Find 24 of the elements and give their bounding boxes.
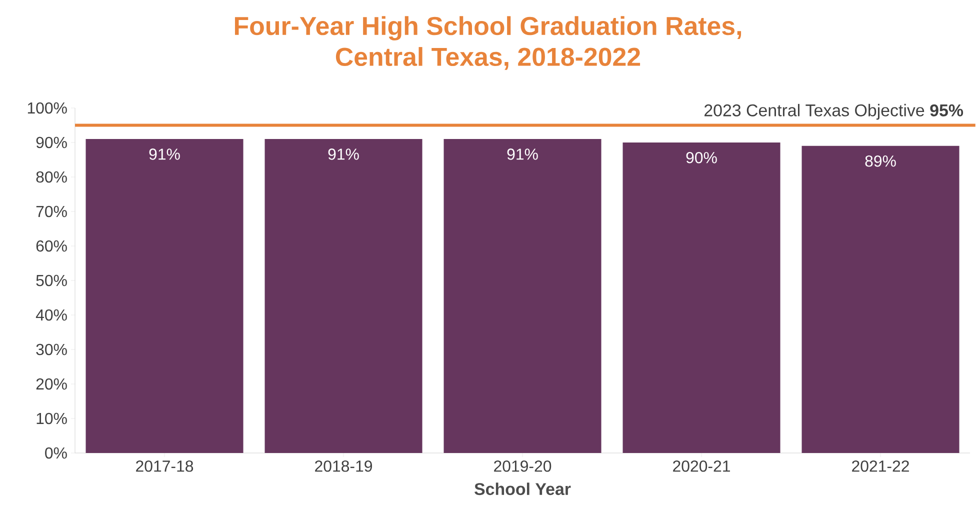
- x-tick-label: 2020-21: [673, 460, 730, 472]
- chart-title: Four-Year High School Graduation Rates, Central Texas, 2018-2022: [234, 16, 742, 70]
- y-tick-label: 70%: [36, 206, 67, 218]
- data-label: 91%: [507, 148, 538, 160]
- ref-line-label: 2023 Central Texas Objective 95%: [704, 104, 964, 120]
- y-tick-label: 30%: [36, 344, 67, 356]
- data-label: 89%: [865, 155, 896, 167]
- x-tick-label: 2018-19: [315, 460, 372, 472]
- y-tick-label: 50%: [36, 274, 67, 286]
- y-tick-label: 80%: [36, 171, 67, 183]
- y-tick-label: 100%: [28, 102, 67, 114]
- data-label: 91%: [328, 148, 359, 160]
- y-tick-label: 0%: [45, 447, 67, 459]
- y-tick-label: 90%: [36, 136, 67, 148]
- data-label: 90%: [686, 152, 717, 164]
- y-tick-label: 60%: [36, 240, 67, 252]
- x-axis-title: School Year: [474, 482, 571, 496]
- y-tick-label: 10%: [36, 412, 67, 424]
- y-tick-label: 40%: [36, 309, 67, 321]
- data-label: 91%: [149, 148, 180, 160]
- x-tick-label: 2021-22: [852, 460, 909, 472]
- x-tick-label: 2019-20: [494, 460, 552, 472]
- y-tick-label: 20%: [36, 378, 67, 390]
- x-tick-label: 2017-18: [136, 460, 194, 472]
